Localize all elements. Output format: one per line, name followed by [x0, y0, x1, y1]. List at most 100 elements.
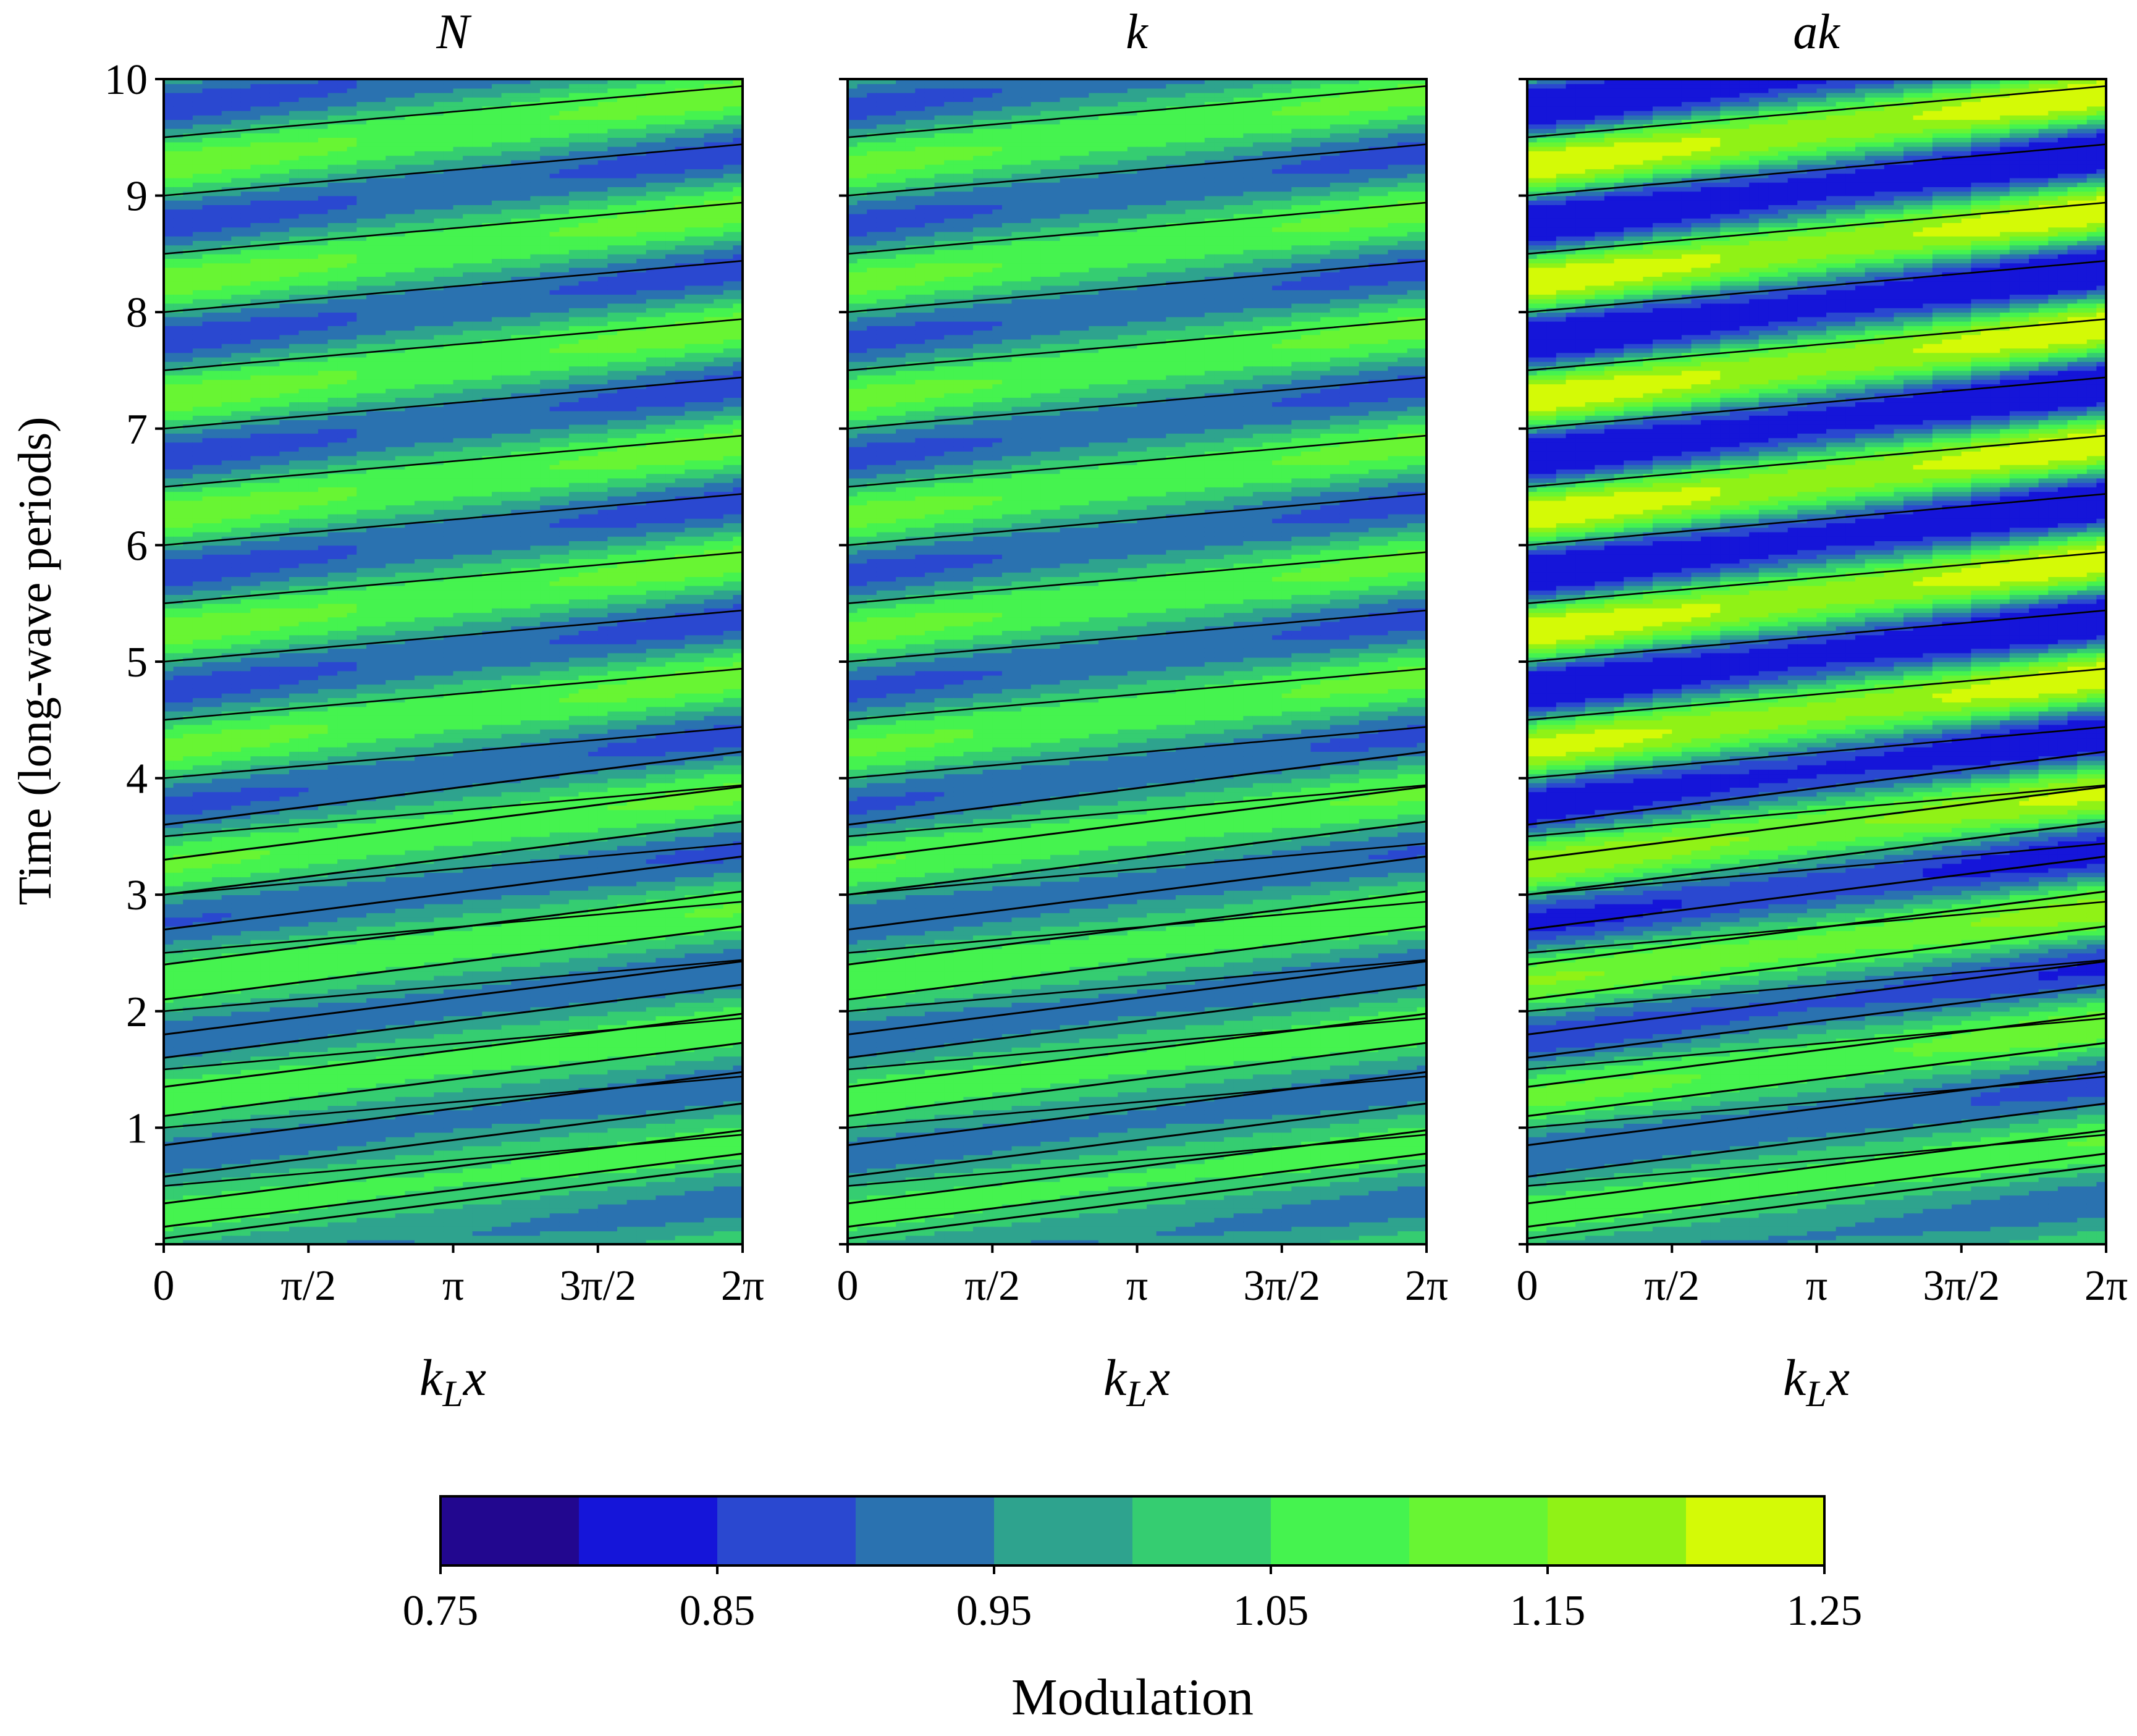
contour-cell [337, 1047, 347, 1052]
contour-cell [260, 966, 270, 971]
contour-cell [251, 568, 261, 573]
contour-cell [328, 545, 338, 550]
contour-cell [241, 343, 251, 348]
contour-cell [193, 801, 203, 806]
contour-cell [318, 1159, 328, 1164]
contour-cell [289, 1145, 299, 1150]
contour-cell [193, 343, 203, 348]
contour-cell [260, 191, 270, 196]
contour-cell [279, 1195, 289, 1200]
contour-cell [222, 317, 232, 322]
contour-cell [212, 298, 222, 303]
contour-cell [308, 984, 318, 989]
contour-cell [222, 1029, 232, 1034]
contour-cell [337, 169, 347, 174]
contour-cell [231, 1079, 241, 1084]
contour-cell [164, 218, 174, 223]
contour-cell [183, 196, 193, 201]
contour-cell [174, 608, 183, 613]
contour-cell [231, 648, 241, 653]
contour-cell [212, 778, 222, 783]
contour-cell [231, 496, 241, 501]
contour-cell [222, 263, 232, 268]
contour-cell [318, 1163, 328, 1168]
contour-cell [328, 465, 338, 470]
contour-cell [337, 1101, 347, 1106]
contour-cell [183, 500, 193, 505]
contour-cell [164, 1025, 174, 1030]
contour-cell [193, 572, 203, 577]
contour-cell [318, 675, 328, 680]
contour-cell [337, 196, 347, 201]
contour-cell [328, 1047, 338, 1052]
contour-cell [203, 930, 213, 935]
contour-cell [174, 576, 183, 581]
contour-cell [174, 1226, 183, 1231]
contour-cell [174, 357, 183, 362]
contour-cell [183, 980, 193, 985]
contour-cell [164, 1204, 174, 1209]
contour-cell [260, 756, 270, 761]
contour-cell [279, 1025, 289, 1030]
contour-cell [231, 115, 241, 120]
contour-cell [299, 455, 309, 460]
contour-cell [289, 209, 299, 214]
contour-cell [231, 984, 241, 989]
contour-cell [289, 778, 299, 783]
contour-cell [193, 863, 203, 868]
contour-cell [337, 922, 347, 927]
contour-cell [251, 1186, 261, 1191]
contour-cell [174, 630, 183, 635]
contour-cell [299, 317, 309, 322]
contour-cell [308, 1159, 318, 1164]
contour-cell [279, 1231, 289, 1236]
contour-cell [318, 1145, 328, 1150]
contour-cell [308, 487, 318, 492]
contour-cell [299, 268, 309, 272]
contour-cell [203, 778, 213, 783]
contour-cell [328, 1236, 338, 1241]
contour-cell [203, 222, 213, 227]
contour-cell [231, 375, 241, 380]
contour-cell [164, 586, 174, 591]
contour-cell [337, 222, 347, 227]
contour-cell [260, 787, 270, 792]
contour-cell [270, 917, 280, 922]
contour-cell [222, 357, 232, 362]
contour-cell [222, 455, 232, 460]
contour-cell [260, 1226, 270, 1231]
contour-cell [193, 1236, 203, 1241]
contour-cell [203, 93, 213, 98]
contour-cell [318, 715, 328, 720]
contour-cell [289, 832, 299, 837]
contour-cell [279, 1141, 289, 1146]
contour-cell [251, 819, 261, 824]
contour-cell [251, 541, 261, 546]
contour-cell [299, 912, 309, 917]
contour-cell [183, 908, 193, 913]
contour-cell [203, 312, 213, 317]
contour-cell [299, 922, 309, 927]
contour-cell [193, 836, 203, 841]
contour-cell [337, 312, 347, 317]
contour-cell [164, 953, 174, 958]
contour-cell [241, 214, 251, 219]
contour-cell [174, 1159, 183, 1164]
contour-cell [289, 743, 299, 748]
contour-cell [289, 1200, 299, 1205]
contour-cell [203, 151, 213, 156]
contour-cell [193, 626, 203, 631]
contour-cell [174, 1020, 183, 1025]
contour-cell [337, 747, 347, 752]
contour-cell [231, 612, 241, 617]
contour-cell [289, 339, 299, 344]
contour-cell [222, 877, 232, 882]
contour-cell [164, 671, 174, 676]
contour-cell [174, 1195, 183, 1200]
contour-cell [241, 460, 251, 465]
contour-cell [308, 1105, 318, 1110]
contour-cell [279, 819, 289, 824]
contour-cell [212, 1043, 222, 1048]
contour-cell [308, 1119, 318, 1124]
contour-cell [164, 1074, 174, 1079]
